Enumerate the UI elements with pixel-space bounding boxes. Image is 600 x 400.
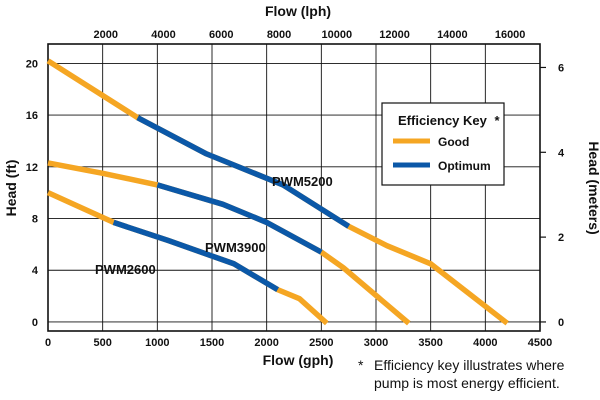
x2-tick-label: 4000 xyxy=(151,29,175,41)
legend-label-optimum: Optimum xyxy=(438,159,491,173)
curve-pwm2600-good xyxy=(46,190,329,326)
series-label-pwm3900: PWM3900 xyxy=(205,240,266,255)
curve-pwm2600-optimum xyxy=(112,219,279,292)
x-tick-label: 2500 xyxy=(309,337,333,349)
left-tick-labels: 0 4 8 12 16 20 xyxy=(26,58,39,329)
x-tick-label: 1000 xyxy=(145,337,169,349)
curve-pwm3900-optimum xyxy=(156,182,323,255)
x-tick-label: 500 xyxy=(93,337,111,349)
x2-tick-label: 16000 xyxy=(495,29,526,41)
footnote-line-2: pump is most energy efficient. xyxy=(374,375,560,391)
efficiency-legend: Efficiency Key * Good Optimum xyxy=(381,102,505,186)
y-tick-label: 16 xyxy=(26,110,38,122)
legend-asterisk: * xyxy=(495,113,501,128)
right-tick-labels: 0 2 4 6 xyxy=(540,62,565,329)
x-axis-title: Flow (gph) xyxy=(263,352,334,368)
x2-tick-label: 6000 xyxy=(209,29,233,41)
series-label-pwm5200: PWM5200 xyxy=(272,174,333,189)
y-tick-label: 12 xyxy=(26,162,38,174)
y2-tick-label: 2 xyxy=(558,232,564,244)
top-tick-labels: 2000 4000 6000 8000 10000 12000 14000 16000 xyxy=(94,29,526,41)
x2-tick-label: 10000 xyxy=(322,29,353,41)
legend-title-text: Efficiency Key xyxy=(398,113,488,128)
y-tick-label: 20 xyxy=(26,58,38,70)
y-axis-title: Head (ft) xyxy=(3,160,19,217)
x-tick-label: 0 xyxy=(45,337,51,349)
series-label-pwm2600: PWM2600 xyxy=(95,262,156,277)
legend-box xyxy=(381,102,505,186)
pump-curves xyxy=(46,58,509,326)
curve-pwm5200-good xyxy=(46,58,509,326)
x2-tick-label: 2000 xyxy=(94,29,118,41)
footnote-asterisk: * xyxy=(358,357,364,373)
x-tick-label: 4500 xyxy=(528,337,552,349)
x2-tick-label: 14000 xyxy=(437,29,468,41)
x-tick-label: 3000 xyxy=(364,337,388,349)
bottom-tick-labels: 0 500 1000 1500 2000 2500 3000 3500 4000 4500 xyxy=(45,337,552,349)
footnote-line-1: Efficiency key illustrates where xyxy=(374,357,565,373)
y2-axis-title: Head (meters) xyxy=(586,141,600,234)
y2-tick-label: 6 xyxy=(558,62,564,74)
legend-label-good: Good xyxy=(438,135,469,149)
x2-axis-title: Flow (lph) xyxy=(265,3,331,19)
x-tick-label: 1500 xyxy=(200,337,224,349)
y2-tick-label: 4 xyxy=(558,147,565,159)
y-tick-label: 8 xyxy=(32,214,38,226)
y2-tick-label: 0 xyxy=(558,317,564,329)
x2-tick-label: 8000 xyxy=(267,29,291,41)
legend-title: Efficiency Key * xyxy=(398,113,501,128)
curve-pwm5200-optimum xyxy=(136,115,351,229)
y-tick-label: 0 xyxy=(32,317,38,329)
x-tick-label: 3500 xyxy=(418,337,442,349)
x-tick-label: 4000 xyxy=(473,337,497,349)
y-tick-label: 4 xyxy=(32,265,39,277)
x2-tick-label: 12000 xyxy=(379,29,410,41)
x-tick-label: 2000 xyxy=(254,337,278,349)
plot-frame xyxy=(47,43,541,332)
